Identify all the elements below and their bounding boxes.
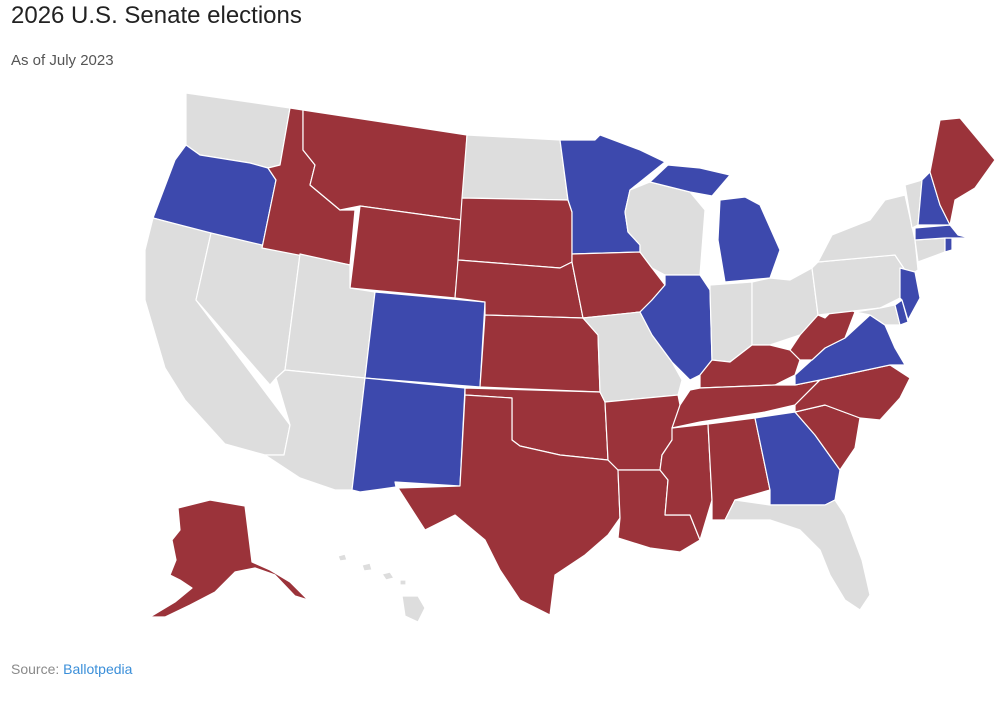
state-co[interactable] xyxy=(364,291,486,388)
state-ri[interactable] xyxy=(944,237,953,253)
state-nm[interactable] xyxy=(351,377,466,493)
state-fl[interactable] xyxy=(724,499,871,611)
state-ak[interactable] xyxy=(149,499,309,618)
state-nd[interactable] xyxy=(461,134,569,201)
state-tx[interactable] xyxy=(397,394,621,616)
state-wy[interactable] xyxy=(349,205,463,299)
state-ma[interactable] xyxy=(914,224,971,241)
map-subtitle: As of July 2023 xyxy=(11,52,114,69)
state-hi[interactable] xyxy=(337,553,426,623)
map-title: 2026 U.S. Senate elections xyxy=(11,2,302,29)
source-link[interactable]: Ballotpedia xyxy=(63,661,133,677)
state-de[interactable] xyxy=(894,299,909,326)
state-wv[interactable] xyxy=(789,304,856,361)
state-ks[interactable] xyxy=(479,314,601,393)
state-ct[interactable] xyxy=(914,237,946,263)
us-senate-map xyxy=(144,92,996,623)
source-note: Source: Ballotpedia xyxy=(11,661,132,677)
state-il[interactable] xyxy=(639,274,713,381)
source-prefix: Source: xyxy=(11,661,60,677)
state-sd[interactable] xyxy=(457,197,573,269)
state-mi[interactable] xyxy=(649,164,781,283)
state-me[interactable] xyxy=(929,117,996,226)
state-nj[interactable] xyxy=(899,267,921,321)
